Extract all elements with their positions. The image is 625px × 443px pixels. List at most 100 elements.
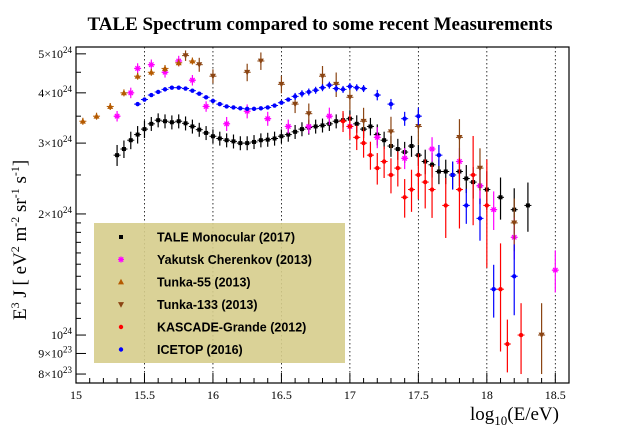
data-point xyxy=(238,106,243,111)
data-point xyxy=(120,89,127,96)
data-point xyxy=(285,123,292,130)
data-point xyxy=(148,61,155,68)
legend-label: KASCADE-Grande (2012) xyxy=(157,321,306,335)
data-point xyxy=(293,129,298,134)
data-point xyxy=(169,85,175,90)
data-point xyxy=(258,106,264,111)
data-point xyxy=(415,124,422,130)
data-point xyxy=(204,130,209,135)
data-point xyxy=(189,77,196,84)
data-point xyxy=(278,81,285,88)
data-point xyxy=(429,146,436,153)
x-tick-label: 16.5 xyxy=(271,388,292,402)
data-point xyxy=(134,65,141,72)
data-point xyxy=(244,69,251,76)
data-point xyxy=(443,203,448,208)
data-point xyxy=(224,104,229,109)
data-point xyxy=(272,103,277,108)
data-point xyxy=(265,105,270,110)
y-tick-label: 3×1024 xyxy=(38,134,72,150)
data-point xyxy=(402,195,407,200)
data-point xyxy=(182,53,189,59)
data-point xyxy=(217,136,222,141)
data-point xyxy=(224,138,229,143)
data-point xyxy=(354,85,359,90)
legend: TALE Monocular (2017) Yakutsk Cherenkov (… xyxy=(94,223,345,363)
y-axis-label: E3 J [ eV2 m-2 sr-1 s-1] xyxy=(8,160,31,320)
legend-entry-yakutsk-cherenkov-2013: Yakutsk Cherenkov (2013) xyxy=(118,253,312,267)
data-point xyxy=(176,85,181,90)
data-point xyxy=(252,139,257,144)
data-point xyxy=(340,119,346,124)
data-point xyxy=(121,147,126,152)
data-point xyxy=(190,124,195,129)
legend-label: Yakutsk Cherenkov (2013) xyxy=(157,253,312,267)
data-point xyxy=(476,165,483,172)
data-point xyxy=(190,88,195,93)
data-point xyxy=(257,58,264,65)
y-tick-label: 9×1023 xyxy=(38,344,72,360)
data-point xyxy=(162,87,168,92)
data-point xyxy=(306,89,312,95)
data-point xyxy=(361,86,366,91)
data-point xyxy=(340,87,346,92)
data-point xyxy=(197,127,202,132)
data-point xyxy=(231,105,236,110)
legend-label: ICETOP (2016) xyxy=(157,343,243,357)
data-point xyxy=(518,332,524,338)
chart-title: TALE Spectrum compared to some recent Me… xyxy=(87,14,552,35)
data-point xyxy=(292,94,298,99)
data-point xyxy=(135,132,140,137)
data-point xyxy=(127,89,134,96)
data-point xyxy=(498,195,503,200)
legend-marker xyxy=(118,302,124,308)
legend-marker xyxy=(118,256,124,263)
data-point xyxy=(203,103,210,110)
data-point xyxy=(279,100,284,105)
legend-entry-kascade-grande-2012: KASCADE-Grande (2012) xyxy=(118,321,306,335)
data-point xyxy=(374,134,381,141)
x-tick-label: 16 xyxy=(207,388,219,402)
data-point xyxy=(134,72,141,79)
data-point xyxy=(313,88,318,93)
data-point xyxy=(368,152,373,158)
data-point xyxy=(155,89,161,95)
legend-label: Tunka-55 (2013) xyxy=(157,276,251,290)
legend-box xyxy=(94,223,345,363)
legend-label: TALE Monocular (2017) xyxy=(157,231,295,245)
x-tick-label: 17.5 xyxy=(408,388,429,402)
data-point xyxy=(436,169,441,174)
data-point xyxy=(196,62,203,68)
data-point xyxy=(333,81,340,88)
data-point xyxy=(175,59,182,66)
data-point xyxy=(231,139,236,144)
data-point xyxy=(388,101,394,107)
data-point xyxy=(162,65,169,71)
legend-marker xyxy=(118,347,124,352)
data-point xyxy=(401,155,408,162)
data-point xyxy=(429,187,435,192)
data-point xyxy=(176,119,181,124)
series-tunka-55-2013 xyxy=(79,57,196,125)
series-kascade-grande-2012 xyxy=(339,111,525,375)
data-point xyxy=(456,134,463,141)
y-tick-label: 2×1024 xyxy=(38,205,72,221)
data-point xyxy=(326,113,333,120)
y-tick-label: 8×1023 xyxy=(38,365,72,381)
data-point xyxy=(209,73,216,80)
data-point xyxy=(305,111,312,117)
data-series xyxy=(79,50,559,375)
data-point xyxy=(416,113,421,119)
legend-entry-tale-monocular-2017: TALE Monocular (2017) xyxy=(119,231,295,245)
data-point xyxy=(409,187,414,192)
data-point xyxy=(183,86,188,91)
data-point xyxy=(464,176,469,181)
series-tale-monocular-2017 xyxy=(113,110,532,234)
data-point xyxy=(107,103,114,109)
data-point xyxy=(264,115,271,122)
data-point xyxy=(354,135,359,140)
data-point xyxy=(333,86,339,91)
data-point xyxy=(292,101,299,108)
data-point xyxy=(402,116,407,121)
data-point xyxy=(203,95,209,100)
